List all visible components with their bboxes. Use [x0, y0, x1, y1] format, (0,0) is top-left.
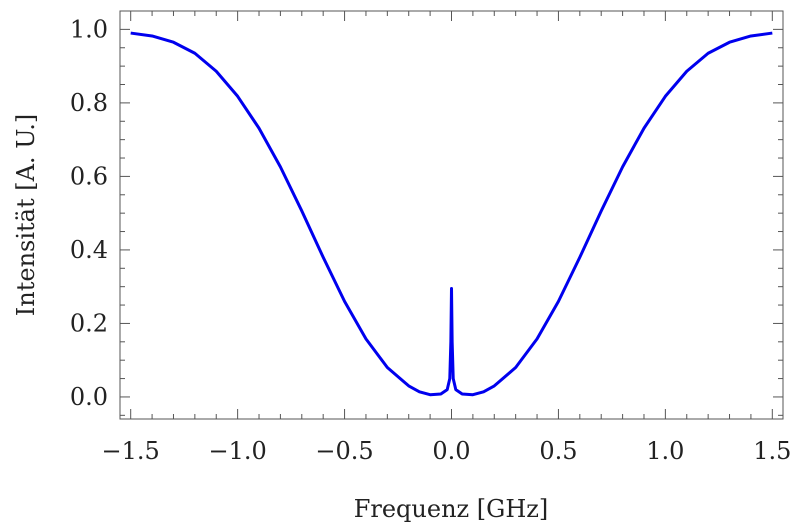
- x-tick-label: 0.0: [432, 437, 470, 465]
- x-tick-label: 0.5: [539, 437, 577, 465]
- y-tick-label: 0.0: [70, 383, 108, 411]
- y-tick-label: 1.0: [70, 15, 108, 43]
- x-tick-label: −1.0: [208, 437, 266, 465]
- axis-ticks: [120, 11, 783, 419]
- y-tick-label: 0.6: [70, 162, 108, 190]
- y-axis-label: Intensität [A. U.]: [12, 114, 40, 316]
- x-tick-label: −0.5: [315, 437, 373, 465]
- x-axis-label: Frequenz [GHz]: [354, 495, 549, 523]
- x-tick-label: 1.0: [646, 437, 684, 465]
- y-tick-label: 0.4: [70, 236, 108, 264]
- x-tick-label: −1.5: [102, 437, 160, 465]
- y-tick-label: 0.8: [70, 89, 108, 117]
- series-line: [130, 31, 773, 397]
- axis-tick-labels: −1.5 −1.0 −0.5 0.0 0.5 1.0 1.5 0.0 0.2 0.4 0.6 0.8 1…: [70, 15, 792, 465]
- y-tick-label: 0.2: [70, 309, 108, 337]
- x-tick-label: 1.5: [753, 437, 791, 465]
